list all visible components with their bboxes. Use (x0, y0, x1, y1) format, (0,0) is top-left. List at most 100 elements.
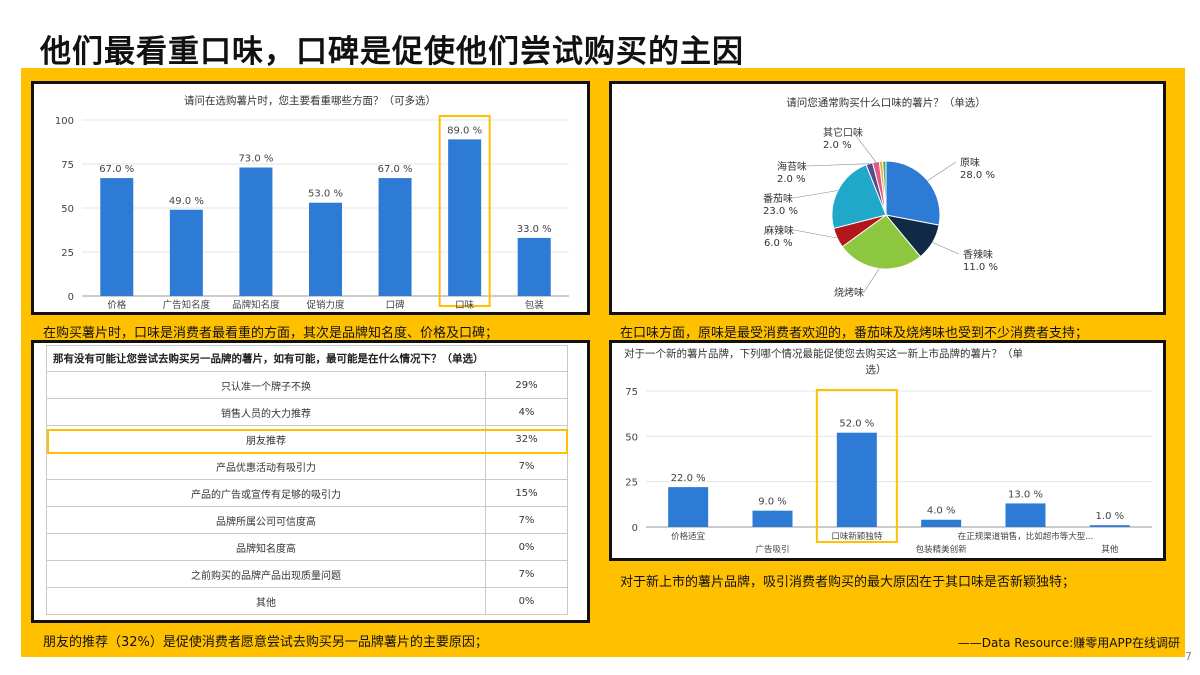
table-cell-label: 品牌所属公司可信度高 (46, 506, 486, 534)
table-highlight (47, 429, 568, 454)
chart1-bar (517, 237, 551, 296)
chart2-slice (885, 160, 941, 226)
chart1-bar (378, 178, 412, 296)
chart1-data-label: 73.0 % (238, 154, 273, 165)
chart4-bar (1089, 525, 1130, 527)
chart2-slice-label: 6.0 % (764, 238, 793, 249)
caption-3: 朋友的推荐（32%）是促使消费者愿意尝试去购买另一品牌薯片的主要原因； (43, 635, 488, 650)
chart1-highlight-box (438, 115, 491, 307)
chart4-xtick: 包装精美创新 (916, 544, 968, 555)
chart4-data-label: 4.0 % (927, 506, 956, 517)
table-cell-label: 只认准一个牌子不换 (46, 371, 486, 399)
table-cell-label: 其他 (46, 587, 486, 615)
chart1-xtick: 品牌知名度 (232, 299, 280, 311)
chart4-data-label: 9.0 % (758, 497, 787, 508)
chart2-slice-label: 28.0 % (960, 170, 995, 181)
chart2-leader (927, 161, 957, 181)
table-cell-label: 之前购买的品牌产品出现质量问题 (46, 560, 486, 588)
chart1-bar (169, 209, 203, 296)
chart4-title: 对于一个新的薯片品牌，下列哪个情况最能促使您去购买这一新上市品牌的薯片？（单 (624, 347, 1023, 360)
chart4-ytick: 25 (625, 478, 638, 489)
chart1-bar (448, 139, 482, 296)
chart4-bar (668, 487, 709, 527)
chart2-slice (841, 214, 922, 270)
chart4-bar (752, 510, 793, 527)
chart1-ytick: 0 (68, 292, 74, 303)
chart4-bar (921, 519, 962, 527)
table-cell-value: 4% (485, 398, 568, 426)
table-row: 只认准一个牌子不换 29% (46, 371, 568, 399)
chart2-slice (882, 160, 887, 216)
chart2-leader (863, 268, 880, 293)
chart2-slice-label: 2.0 % (777, 174, 806, 185)
chart1-data-label: 33.0 % (517, 224, 552, 235)
chart4-ytick: 0 (632, 523, 638, 534)
table-row: 品牌所属公司可信度高 7% (46, 506, 568, 534)
data-source: ——Data Resource:赚零用APP在线调研 (957, 636, 1180, 650)
chart4-data-label: 52.0 % (839, 419, 874, 430)
caption-4: 对于新上市的薯片品牌，吸引消费者购买的最大原因在于其口味是否新颖独特； (620, 575, 1076, 590)
chart2-slice (831, 164, 887, 230)
chart2-slice-name: 原味 (960, 157, 980, 169)
table-cell-value: 29% (485, 371, 568, 399)
chart4-data-label: 22.0 % (671, 473, 706, 484)
chart4-xtick: 口味新颖独特 (831, 531, 883, 542)
table-cell-label: 产品优惠活动有吸引力 (46, 452, 486, 480)
table-cell-value: 15% (485, 479, 568, 507)
chart1-data-label: 53.0 % (308, 189, 343, 200)
chart4-ytick: 75 (625, 387, 638, 398)
chart4-data-label: 1.0 % (1096, 511, 1125, 522)
chart1-xtick: 口碑 (386, 299, 406, 311)
page-number: 7 (1185, 650, 1192, 663)
table-cell-value: 7% (485, 560, 568, 588)
chart4-bar (1005, 503, 1046, 527)
caption-1: 在购买薯片时，口味是消费者最看重的方面，其次是品牌知名度、价格及口碑； (43, 326, 499, 341)
chart2-slice-name: 麻辣味 (764, 224, 794, 237)
table-row: 产品的广告或宣传有足够的吸引力 15% (46, 479, 568, 507)
table-cell-value: 0% (485, 587, 568, 615)
chart2-slice-name: 其它口味 (823, 126, 863, 139)
chart4-ytick: 50 (625, 432, 638, 443)
chart1-ytick: 25 (61, 248, 74, 259)
chart1-xtick: 广告知名度 (163, 299, 211, 311)
chart1-data-label: 67.0 % (378, 164, 413, 175)
chart1-data-label: 67.0 % (99, 164, 134, 175)
chart1-xtick: 包装 (525, 299, 545, 311)
chart1-xtick: 促销力度 (306, 299, 345, 311)
chart2-slice-label: 2.0 % (823, 140, 852, 151)
table-row: 产品优惠活动有吸引力 7% (46, 452, 568, 480)
chart4-xtick: 价格适宜 (671, 531, 706, 542)
chart2-slice-name: 番茄味 (763, 192, 793, 205)
chart1-ytick: 75 (61, 160, 74, 171)
chart1-title: 请问在选购薯片时，您主要看重哪些方面？（可多选） (184, 94, 436, 107)
table-cell-label: 品牌知名度高 (46, 533, 486, 561)
chart1-bar (309, 202, 342, 296)
chart4-title-cont: 选） (866, 363, 887, 376)
chart1-data-label: 89.0 % (447, 125, 482, 136)
chart1-xtick: 口味 (455, 299, 475, 311)
chart2-leader (852, 131, 877, 163)
chart2-title: 请问您通常购买什么口味的薯片？（单选） (786, 96, 986, 109)
table-title: 那有没有可能让您尝试去购买另一品牌的薯片，如有可能，最可能是在什么情况下？（单选… (46, 345, 568, 372)
chart2-slice-name: 香辣味 (963, 248, 993, 261)
table-row: 其他 0% (46, 587, 568, 615)
chart2-leader (806, 163, 870, 167)
chart2-leader (792, 190, 838, 199)
chart2-leader (932, 242, 960, 255)
chart4-highlight-box (815, 389, 898, 543)
chart4-data-label: 13.0 % (1008, 489, 1043, 500)
table-row: 品牌知名度高 0% (46, 533, 568, 561)
chart1-bar (239, 167, 273, 296)
chart1-bar (100, 178, 134, 296)
chart4-xtick: 在正规渠道销售，比如超市等大型... (958, 531, 1094, 542)
chart1-ytick: 100 (55, 116, 74, 127)
chart4-xtick: 广告吸引 (755, 544, 789, 555)
chart1-xtick: 价格 (107, 299, 127, 311)
table-cell-value: 0% (485, 533, 568, 561)
page-title: 他们最看重口味，口碑是促使他们尝试购买的主因 (40, 34, 744, 70)
chart1-data-label: 49.0 % (169, 196, 204, 207)
table-cell-value: 7% (485, 452, 568, 480)
chart2-slice-label: 11.0 % (963, 262, 998, 273)
table-cell-label: 销售人员的大力推荐 (46, 398, 486, 426)
